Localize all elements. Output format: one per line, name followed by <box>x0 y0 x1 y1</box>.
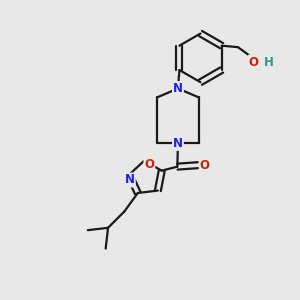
Text: O: O <box>249 56 259 68</box>
Text: O: O <box>200 159 210 172</box>
Text: N: N <box>173 82 183 95</box>
Text: N: N <box>125 173 135 187</box>
Text: H: H <box>264 56 274 68</box>
Text: N: N <box>173 137 183 150</box>
Text: O: O <box>144 158 154 171</box>
